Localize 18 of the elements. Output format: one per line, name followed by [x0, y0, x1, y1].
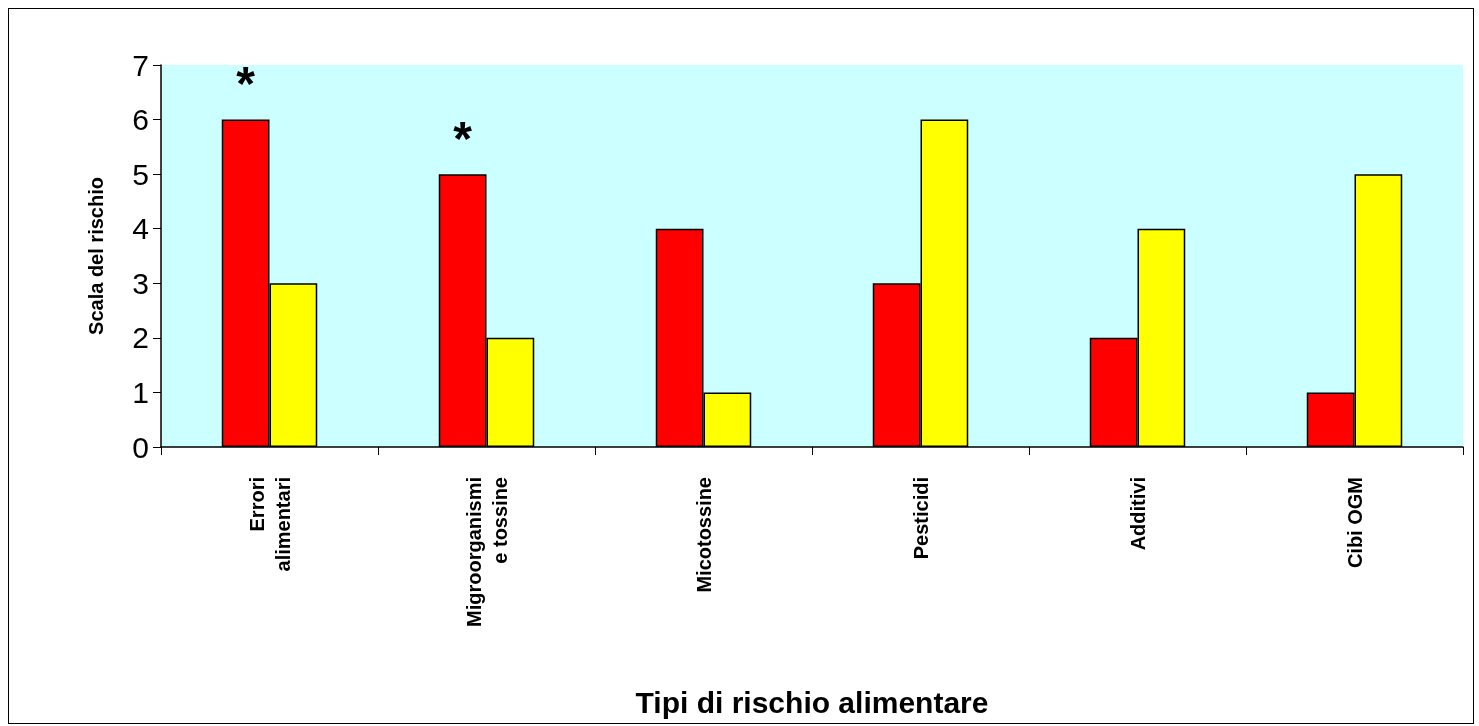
y-tick-label: 1 [132, 375, 149, 409]
annotation: * [236, 57, 256, 111]
y-tick-label: 7 [132, 48, 149, 82]
annotation: * [453, 111, 473, 165]
y-tick-label: 2 [132, 321, 149, 355]
x-tick-label: Migroorganismi e tossine [462, 477, 511, 628]
y-tick-label: 4 [132, 212, 149, 246]
x-tick-label: Errori alimentari [245, 477, 294, 572]
y-tick-label: 5 [132, 157, 149, 191]
x-tick-label: Cibi OGM [1343, 477, 1366, 569]
y-tick-label: 3 [132, 266, 149, 300]
x-tick-label: Additivi [1126, 477, 1149, 551]
y-axis-title: Scala del rischio [85, 177, 107, 335]
y-tick-label: 6 [132, 103, 149, 137]
x-tick-label: Pesticidi [909, 477, 932, 560]
x-axis-title: Tipi di rischio alimentare [635, 685, 989, 719]
y-tick-label: 0 [132, 430, 149, 464]
x-tick-label: Micotossine [692, 477, 715, 593]
